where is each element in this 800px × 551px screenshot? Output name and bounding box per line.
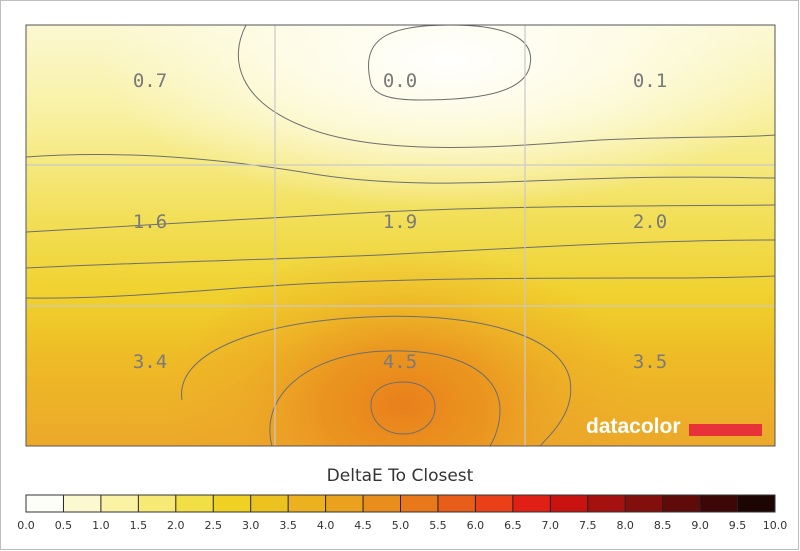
contour-line — [237, 25, 775, 148]
cell-value: 3.5 — [633, 351, 667, 373]
legend-swatch — [63, 495, 102, 512]
legend-swatch — [400, 495, 439, 512]
contour-lines — [26, 25, 775, 446]
legend-tick-label: 9.0 — [691, 519, 709, 532]
grid-lines — [26, 25, 775, 446]
datacolor-wordmark: datacolor — [586, 415, 681, 438]
legend-tick-label: 8.5 — [654, 519, 672, 532]
legend-swatch — [587, 495, 626, 512]
legend-tick-label: 0.0 — [17, 519, 35, 532]
cell-value: 0.1 — [633, 70, 667, 92]
contour-line — [370, 381, 436, 435]
cell-value-labels: 0.7 0.0 0.1 1.6 1.9 2.0 3.4 4.5 3.5 — [133, 70, 667, 373]
legend-tick-label: 6.5 — [504, 519, 522, 532]
contour-line — [26, 239, 775, 269]
legend-swatch — [550, 495, 589, 512]
cell-value: 1.6 — [133, 211, 167, 233]
legend-swatch — [288, 495, 327, 512]
legend-tick-label: 8.0 — [616, 519, 634, 532]
cell-value: 0.7 — [133, 70, 167, 92]
datacolor-logo: datacolor — [586, 415, 762, 438]
legend-tick-label: 6.0 — [467, 519, 485, 532]
legend-ticks — [25, 495, 776, 512]
legend-swatch — [138, 495, 177, 512]
datacolor-red-bar — [689, 424, 762, 436]
legend-swatch — [26, 495, 64, 512]
legend-tick-label: 1.0 — [92, 519, 110, 532]
legend-tick-label: 4.5 — [354, 519, 372, 532]
legend-tick-label: 7.5 — [579, 519, 597, 532]
cool-region — [26, 25, 775, 225]
uniformity-heatmap: 0.7 0.0 0.1 1.6 1.9 2.0 3.4 4.5 3.5 data… — [25, 24, 776, 447]
legend-tick-label: 9.5 — [729, 519, 747, 532]
legend-swatch — [100, 495, 139, 512]
cell-value: 4.5 — [383, 351, 417, 373]
contour-line — [181, 315, 572, 446]
legend-swatch — [437, 495, 476, 512]
hot-region — [26, 250, 775, 446]
legend-tick-labels: 0.0 0.5 1.0 1.5 2.0 2.5 3.0 3.5 4.0 4.5 5.0 5.5 6.0 6… — [17, 519, 787, 532]
legend-swatch — [325, 495, 364, 512]
legend-tick-label: 2.0 — [167, 519, 185, 532]
cell-value: 3.4 — [133, 351, 167, 373]
legend-swatch — [662, 495, 701, 512]
contour-line — [26, 204, 775, 233]
legend-tick-label: 7.0 — [542, 519, 560, 532]
legend-swatch — [250, 495, 289, 512]
legend-border — [25, 494, 776, 513]
legend-tick-label: 4.0 — [317, 519, 335, 532]
legend-swatch — [363, 495, 401, 512]
cell-value: 2.0 — [633, 211, 667, 233]
legend-swatch — [737, 495, 776, 512]
contour-line — [368, 25, 532, 101]
plot-border — [25, 24, 776, 447]
contour-line — [26, 153, 775, 184]
legend-swatch — [512, 495, 551, 512]
legend-tick-label: 5.0 — [392, 519, 410, 532]
cell-value: 1.9 — [383, 211, 417, 233]
legend-tick-label: 10.0 — [763, 519, 788, 532]
contour-line — [269, 350, 501, 446]
color-scale-legend: 0.0 0.5 1.0 1.5 2.0 2.5 3.0 3.5 4.0 4.5 5.0 5.5 6.0 6… — [17, 494, 787, 532]
legend-tick-label: 3.5 — [279, 519, 297, 532]
contour-line — [26, 275, 775, 299]
cell-value: 0.0 — [383, 70, 417, 92]
legend-tick-label: 1.5 — [130, 519, 148, 532]
legend-tick-label: 2.5 — [205, 519, 223, 532]
legend-tick-label: 5.5 — [429, 519, 447, 532]
legend-swatch — [700, 495, 739, 512]
legend-tick-label: 3.0 — [242, 519, 260, 532]
legend-swatch — [475, 495, 514, 512]
legend-title: DeltaE To Closest — [326, 466, 474, 486]
legend-tick-label: 0.5 — [55, 519, 73, 532]
legend-swatch — [213, 495, 252, 512]
legend-swatch — [625, 495, 664, 512]
legend-swatch — [175, 495, 214, 512]
legend-swatches — [26, 495, 776, 512]
